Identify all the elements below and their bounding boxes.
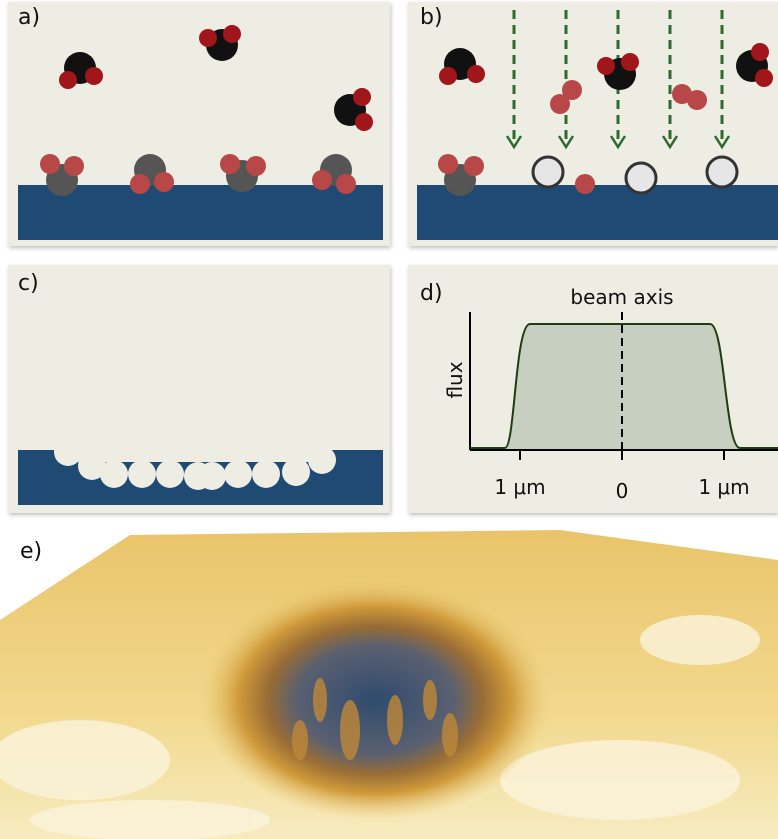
panel-c: c) bbox=[8, 265, 390, 513]
panel-e: e) bbox=[0, 530, 778, 839]
panel-label: c) bbox=[18, 271, 39, 296]
annotation: beam axis bbox=[570, 285, 673, 309]
substrate bbox=[417, 185, 778, 240]
crater bbox=[200, 580, 550, 820]
panel-label: d) bbox=[420, 281, 443, 306]
panel-label: b) bbox=[420, 5, 443, 30]
panel-a: a) bbox=[8, 2, 390, 246]
x-tick-label: 0 bbox=[616, 479, 629, 503]
x-tick-label: 1 μm bbox=[494, 475, 545, 499]
panel-b: b) bbox=[408, 2, 778, 246]
x-tick-label: 1 μm bbox=[698, 475, 749, 499]
figure: a) b) bbox=[0, 0, 778, 839]
panel-d: d) beam axis flux 1 μm 0 1 μm bbox=[408, 265, 778, 513]
panel-label: a) bbox=[18, 5, 40, 30]
substrate bbox=[18, 185, 383, 240]
panel-label: e) bbox=[20, 539, 42, 564]
y-axis-label: flux bbox=[443, 361, 467, 398]
